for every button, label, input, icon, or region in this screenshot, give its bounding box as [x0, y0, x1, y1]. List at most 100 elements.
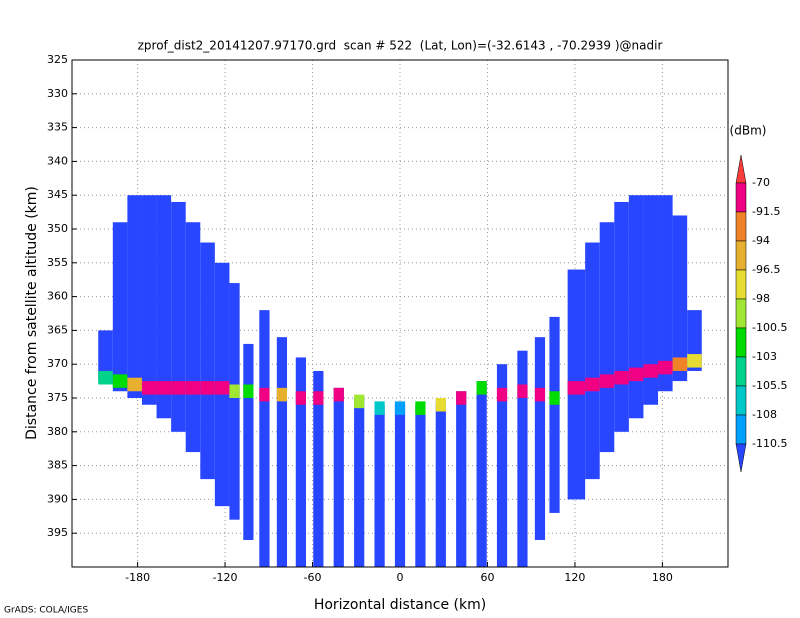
surface-echo — [687, 354, 702, 368]
x-tick-label: 120 — [564, 571, 585, 584]
y-tick-label: 380 — [47, 425, 68, 438]
x-tick-label: 0 — [397, 571, 404, 584]
surface-echo — [98, 370, 113, 385]
plot-frame — [71, 59, 729, 568]
echo-column — [585, 242, 600, 480]
echo-column — [374, 404, 385, 567]
colorbar-label: -100.5 — [752, 321, 787, 334]
footer: GrADS: COLA/IGES — [4, 606, 88, 616]
colorbar-unit: (dBm) — [730, 124, 767, 138]
y-tick-label: 345 — [47, 188, 68, 201]
surface-echo — [171, 381, 186, 395]
surface-echo — [585, 377, 600, 392]
echo-column — [185, 222, 201, 453]
colorbar-cap — [735, 443, 747, 473]
echo-column — [435, 401, 446, 567]
surface-echo — [517, 384, 528, 398]
y-tick-label: 340 — [47, 154, 68, 167]
surface-echo — [394, 401, 406, 415]
x-tick-label: -180 — [125, 571, 150, 584]
x-axis-label: Horizontal distance (km) — [314, 597, 486, 613]
surface-echo — [628, 367, 644, 382]
y-tick-label: 325 — [47, 53, 68, 66]
colorbar-box — [735, 211, 747, 242]
colorbar-box — [735, 414, 747, 445]
y-tick-label: 360 — [47, 290, 68, 303]
chart-title: zprof_dist2_20141207.97170.grd scan # 52… — [138, 39, 663, 53]
surface-echo — [415, 401, 426, 415]
surface-echo — [185, 381, 201, 395]
echo-column — [415, 404, 426, 567]
surface-echo — [214, 381, 230, 395]
echo-column — [599, 222, 615, 453]
y-axis-label: Distance from satellite altitude (km) — [24, 186, 40, 440]
x-tick-label: -120 — [213, 571, 238, 584]
colorbar-cap — [735, 154, 747, 184]
surface-echo — [643, 364, 659, 378]
echo-column — [171, 201, 186, 432]
y-tick-label: 370 — [47, 357, 68, 370]
x-tick-label: 180 — [652, 571, 673, 584]
surface-echo — [599, 374, 615, 388]
surface-echo — [456, 391, 467, 405]
echo-column — [98, 330, 113, 382]
x-tick-label: -60 — [304, 571, 322, 584]
surface-echo — [229, 384, 240, 398]
surface-echo — [333, 387, 344, 402]
surface-echo — [496, 387, 508, 402]
y-tick-label: 375 — [47, 391, 68, 404]
surface-echo — [200, 381, 215, 395]
y-tick-label: 395 — [47, 526, 68, 539]
echo-column — [200, 242, 215, 480]
echo-column — [141, 195, 157, 405]
echo-column — [534, 337, 546, 540]
colorbar-label: -91.5 — [752, 205, 780, 218]
colorbar-box — [735, 356, 747, 387]
surface-echo — [672, 357, 688, 371]
echo-column — [549, 316, 560, 513]
y-tick-label: 330 — [47, 87, 68, 100]
echo-column — [112, 222, 128, 392]
y-tick-label: 385 — [47, 459, 68, 472]
surface-echo — [534, 387, 546, 402]
echo-column — [643, 195, 659, 405]
echo-column — [614, 201, 629, 432]
y-tick-label: 390 — [47, 492, 68, 505]
colorbar-label: -108 — [752, 408, 777, 421]
echo-column — [672, 215, 688, 382]
surface-echo — [354, 394, 365, 409]
surface-echo — [476, 381, 487, 395]
echo-column — [394, 404, 406, 567]
echo-column — [496, 364, 508, 567]
surface-echo — [243, 384, 254, 398]
echo-column — [333, 387, 344, 567]
echo-column — [276, 337, 288, 567]
surface-echo — [614, 370, 629, 385]
colorbar-label: -110.5 — [752, 437, 787, 450]
surface-echo — [313, 391, 324, 405]
surface-echo — [567, 381, 586, 395]
echo-column — [517, 350, 528, 567]
colorbar-label: -94 — [752, 234, 770, 247]
surface-echo — [127, 377, 142, 392]
echo-column — [295, 357, 306, 567]
echo-column — [456, 391, 467, 567]
colorbar-box — [735, 269, 747, 300]
colorbar-box — [735, 182, 747, 213]
echo-column — [156, 195, 172, 419]
echo-column — [229, 283, 240, 520]
surface-echo — [112, 374, 128, 388]
y-tick-label: 355 — [47, 256, 68, 269]
surface-echo — [259, 387, 270, 402]
echo-column — [628, 195, 644, 419]
surface-echo — [295, 391, 306, 405]
surface-echo — [549, 391, 560, 405]
colorbar-label: -103 — [752, 350, 777, 363]
y-tick-label: 350 — [47, 222, 68, 235]
surface-echo — [435, 398, 446, 412]
surface-echo — [141, 381, 157, 395]
echo-column — [476, 381, 487, 567]
x-tick-label: 60 — [480, 571, 494, 584]
echo-column — [243, 343, 254, 540]
